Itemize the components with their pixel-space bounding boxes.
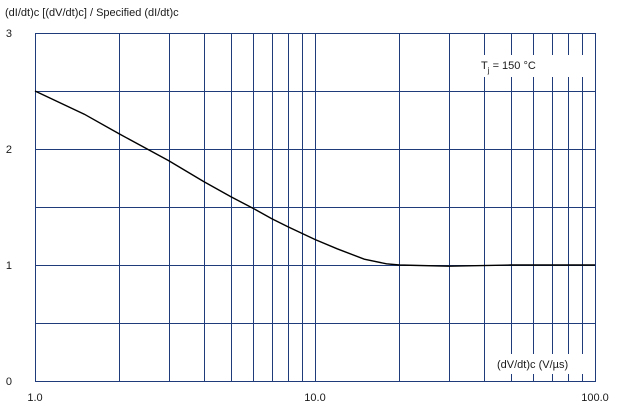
x-tick-label: 10.0	[304, 392, 325, 404]
y-tick-label: 0	[6, 376, 12, 388]
annotation-background	[472, 55, 588, 77]
y-axis-title: (dI/dt)c [(dV/dt)c] / Specified (dI/dt)c	[5, 7, 179, 19]
annotation-temperature: Tj = 150 °C	[481, 60, 536, 75]
x-tick-labels: 1.0 10.0 100.0	[27, 392, 608, 404]
x-tick-label: 1.0	[27, 392, 42, 404]
annotation-main: T	[481, 60, 488, 72]
series-layer	[34, 90, 595, 267]
y-tick-labels: 0 1 2 3	[6, 28, 12, 388]
x-axis-title-background	[493, 354, 591, 374]
series-line	[34, 90, 595, 267]
plot-frame	[35, 33, 596, 382]
annotation-subscript: j	[487, 66, 490, 75]
grid-lines	[35, 33, 596, 382]
annotation-rest: = 150 °C	[490, 60, 536, 72]
y-tick-label: 1	[6, 260, 12, 272]
x-tick-label: 100.0	[581, 392, 609, 404]
x-axis-title: (dV/dt)c (V/µs)	[497, 359, 568, 371]
y-tick-label: 3	[6, 28, 12, 40]
y-tick-label: 2	[6, 144, 12, 156]
